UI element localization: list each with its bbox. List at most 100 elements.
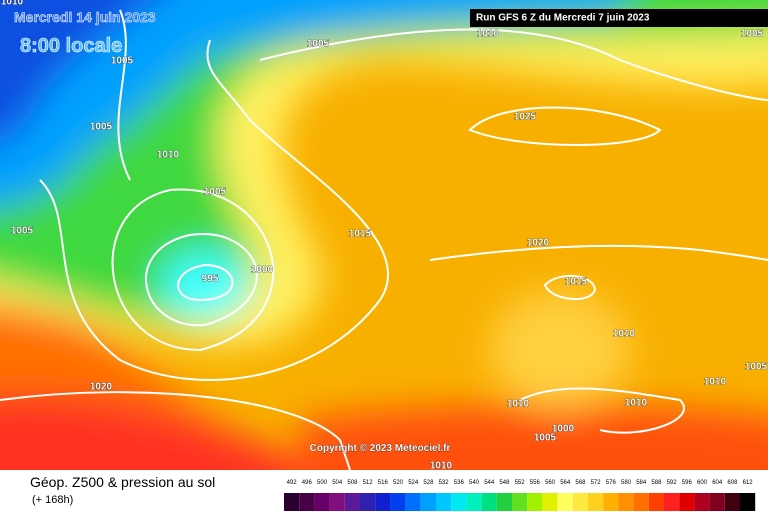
isobar-label: 995 [202,274,219,285]
scale-label: 576 [606,480,617,486]
scale-label: 544 [484,480,495,486]
scale-label: 604 [712,480,723,486]
scale-swatch [329,493,345,511]
low-core [160,250,250,320]
isobar-label: 1015 [565,277,588,288]
isobar [429,244,768,261]
forecast-lead: (+ 168h) [32,494,73,506]
scale-swatch [375,493,391,511]
scale-swatch [709,493,725,511]
isobar-label: 1010 [1,0,24,8]
scale-label: 524 [408,480,419,486]
scale-swatch [572,493,588,511]
copyright: Copyright © 2023 Meteociel.fr [310,443,451,454]
scale-swatch [481,493,497,511]
scale-label: 584 [636,480,647,486]
scale-label: 548 [499,480,510,486]
scale-label: 520 [393,480,404,486]
scale-swatch [344,493,360,511]
scale-label: 556 [530,480,541,486]
scale-swatch [451,493,467,511]
scale-swatch [360,493,376,511]
scale-label: 512 [363,480,374,486]
scale-swatch [542,493,558,511]
scale-swatch [405,493,421,511]
scale-label: 612 [743,480,754,486]
scale-label: 528 [423,480,434,486]
run-banner [470,9,768,27]
isobar-label: 1000 [552,424,575,435]
scale-swatch [664,493,680,511]
scale-label: 552 [515,480,526,486]
isobar-label: 1005 [307,39,330,50]
isobar [519,387,685,434]
run-info: Run GFS 6 Z du Mercredi 7 juin 2023 [476,13,650,24]
warm-south [300,405,768,470]
scale-swatch [557,493,573,511]
scale-swatch [512,493,528,511]
scale-swatch [420,493,436,511]
isobar-label: 1005 [111,56,134,67]
scale-swatch [694,493,710,511]
isobar [145,233,258,327]
scale-swatch [724,493,740,511]
scale-swatch [679,493,695,511]
scale-label: 492 [287,480,298,486]
isobar-label: 1005 [11,226,34,237]
valid-date: Mercredi 14 juin 2023 [14,9,156,25]
scale-swatch [740,493,756,511]
footer-title: Géop. Z500 & pression au sol [30,474,215,490]
isobar-label: 1005 [741,29,764,40]
valid-time: 8:00 locale [20,35,122,57]
scale-swatch [618,493,634,511]
isobar [0,391,351,470]
scale-label: 580 [621,480,632,486]
isobar-label: 1005 [204,187,227,198]
scale-swatch [390,493,406,511]
scale-label: 504 [332,480,343,486]
scale-swatch [603,493,619,511]
scale-swatch [436,493,452,511]
scale-label: 588 [651,480,662,486]
isobar-label: 1010 [704,377,727,388]
scale-swatch [466,493,482,511]
scale-label: 532 [439,480,450,486]
scale-label: 496 [302,480,313,486]
scale-label: 540 [469,480,480,486]
isobar-label: 1015 [349,229,372,240]
scale-label: 560 [545,480,556,486]
ridge-area [490,290,630,410]
green-area [0,0,768,322]
scale-swatch [284,493,300,511]
deep-blue-area [0,0,154,143]
scale-label: 564 [560,480,571,486]
isobar-label: 1010 [430,461,453,472]
scale-label: 600 [697,480,708,486]
isobar-label: 1020 [90,382,113,393]
scale-label: 592 [667,480,678,486]
isobar-label: 1010 [613,329,636,340]
isobar-label: 1010 [625,398,648,409]
scale-swatch [633,493,649,511]
isobar-label: 1010 [157,150,180,161]
isobar [543,274,597,301]
scale-swatch [527,493,543,511]
isobar-label: 1010 [477,29,500,40]
scale-swatch [648,493,664,511]
isobar [177,263,234,302]
isobar-label: 1020 [527,238,550,249]
isobar [117,9,131,181]
isobars [0,9,768,470]
scale-label: 596 [682,480,693,486]
scale-label: 516 [378,480,389,486]
isobar-label: 1010 [507,399,530,410]
isobar-label: 1025 [514,112,537,123]
scale-label: 500 [317,480,328,486]
scale-label: 608 [727,480,738,486]
isobar [111,188,275,352]
scale-swatch [496,493,512,511]
isobar-label: 1005 [745,362,768,373]
